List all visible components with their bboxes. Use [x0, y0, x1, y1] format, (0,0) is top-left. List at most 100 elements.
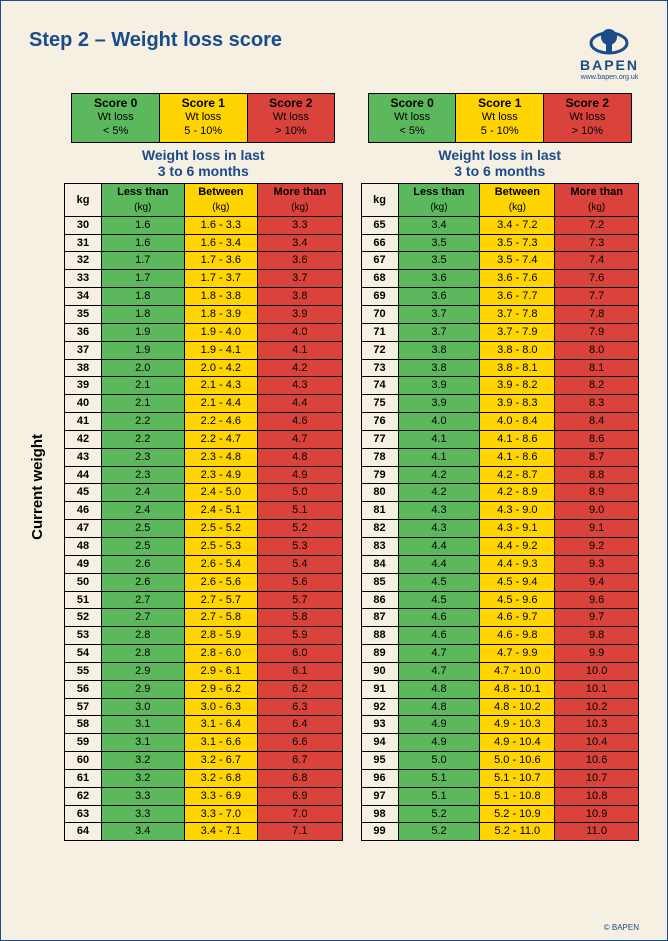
cell-between: 2.9 - 6.2	[184, 680, 258, 698]
table-row: 955.05.0 - 10.610.6	[361, 752, 639, 770]
cell-lessthan: 4.4	[398, 555, 480, 573]
cell-kg: 44	[65, 466, 102, 484]
cell-morethan: 6.7	[258, 752, 342, 770]
cell-between: 5.2 - 10.9	[480, 805, 555, 823]
score-cell: Score 1Wt loss5 - 10%	[160, 94, 248, 142]
cell-morethan: 7.3	[555, 234, 639, 252]
table-row: 814.34.3 - 9.09.0	[361, 502, 639, 520]
cell-lessthan: 4.9	[398, 716, 480, 734]
table-row: 311.61.6 - 3.43.4	[65, 234, 343, 252]
table-row: 975.15.1 - 10.810.8	[361, 787, 639, 805]
cell-lessthan: 2.6	[102, 555, 185, 573]
cell-between: 3.1 - 6.4	[184, 716, 258, 734]
cell-morethan: 4.1	[258, 341, 342, 359]
table-row: 874.64.6 - 9.79.7	[361, 609, 639, 627]
th-between: Between(kg)	[480, 184, 555, 217]
cell-between: 1.8 - 3.9	[184, 306, 258, 324]
cell-between: 2.5 - 5.2	[184, 520, 258, 538]
cell-kg: 93	[361, 716, 398, 734]
cell-between: 5.1 - 10.7	[480, 769, 555, 787]
weight-loss-table-right: kgLess than(kg)Between(kg)More than(kg)6…	[361, 183, 640, 841]
cell-kg: 52	[65, 609, 102, 627]
cell-between: 2.2 - 4.6	[184, 413, 258, 431]
cell-lessthan: 3.2	[102, 752, 185, 770]
cell-kg: 92	[361, 698, 398, 716]
cell-morethan: 4.8	[258, 448, 342, 466]
cell-kg: 64	[65, 823, 102, 841]
cell-lessthan: 3.3	[102, 787, 185, 805]
table-row: 663.53.5 - 7.37.3	[361, 234, 639, 252]
table-row: 603.23.2 - 6.76.7	[65, 752, 343, 770]
cell-kg: 45	[65, 484, 102, 502]
cell-morethan: 7.6	[555, 270, 639, 288]
cell-lessthan: 5.0	[398, 752, 480, 770]
subhead-right: Weight loss in last 3 to 6 months	[361, 147, 640, 181]
cell-lessthan: 1.9	[102, 323, 185, 341]
cell-kg: 96	[361, 769, 398, 787]
cell-kg: 58	[65, 716, 102, 734]
cell-between: 3.3 - 7.0	[184, 805, 258, 823]
cell-lessthan: 4.7	[398, 662, 480, 680]
cell-lessthan: 5.1	[398, 769, 480, 787]
table-row: 512.72.7 - 5.75.7	[65, 591, 343, 609]
cell-lessthan: 1.9	[102, 341, 185, 359]
cell-morethan: 5.8	[258, 609, 342, 627]
cell-morethan: 8.0	[555, 341, 639, 359]
cell-lessthan: 1.6	[102, 234, 185, 252]
cell-between: 3.7 - 7.8	[480, 306, 555, 324]
cell-morethan: 9.9	[555, 645, 639, 663]
right-column: Score 0Wt loss< 5%Score 1Wt loss5 - 10%S…	[361, 93, 640, 841]
table-row: 673.53.5 - 7.47.4	[361, 252, 639, 270]
cell-morethan: 6.0	[258, 645, 342, 663]
cell-lessthan: 2.2	[102, 413, 185, 431]
cell-kg: 38	[65, 359, 102, 377]
cell-between: 4.8 - 10.1	[480, 680, 555, 698]
cell-lessthan: 3.0	[102, 698, 185, 716]
cell-morethan: 10.1	[555, 680, 639, 698]
cell-lessthan: 1.6	[102, 216, 185, 234]
score-cell: Score 0Wt loss< 5%	[369, 94, 457, 142]
table-row: 683.63.6 - 7.67.6	[361, 270, 639, 288]
cell-morethan: 5.3	[258, 537, 342, 555]
cell-lessthan: 5.2	[398, 805, 480, 823]
th-lessthan: Less than(kg)	[102, 184, 185, 217]
th-kg: kg	[65, 184, 102, 217]
subhead-l1: Weight loss in last	[438, 147, 561, 163]
table-row: 422.22.2 - 4.74.7	[65, 430, 343, 448]
cell-morethan: 10.3	[555, 716, 639, 734]
cell-between: 4.2 - 8.7	[480, 466, 555, 484]
cell-kg: 60	[65, 752, 102, 770]
cell-morethan: 10.7	[555, 769, 639, 787]
table-row: 985.25.2 - 10.910.9	[361, 805, 639, 823]
cell-kg: 73	[361, 359, 398, 377]
table-row: 824.34.3 - 9.19.1	[361, 520, 639, 538]
cell-lessthan: 3.8	[398, 341, 480, 359]
cell-kg: 88	[361, 627, 398, 645]
cell-lessthan: 2.2	[102, 430, 185, 448]
table-row: 502.62.6 - 5.65.6	[65, 573, 343, 591]
cell-between: 4.8 - 10.2	[480, 698, 555, 716]
cell-lessthan: 1.7	[102, 270, 185, 288]
cell-lessthan: 1.7	[102, 252, 185, 270]
th-morethan: More than(kg)	[258, 184, 342, 217]
table-row: 371.91.9 - 4.14.1	[65, 341, 343, 359]
cell-kg: 82	[361, 520, 398, 538]
cell-between: 4.7 - 10.0	[480, 662, 555, 680]
cell-morethan: 5.6	[258, 573, 342, 591]
cell-kg: 85	[361, 573, 398, 591]
cell-kg: 68	[361, 270, 398, 288]
table-row: 904.74.7 - 10.010.0	[361, 662, 639, 680]
cell-morethan: 9.3	[555, 555, 639, 573]
th-morethan: More than(kg)	[555, 184, 639, 217]
cell-between: 5.0 - 10.6	[480, 752, 555, 770]
table-row: 361.91.9 - 4.04.0	[65, 323, 343, 341]
cell-lessthan: 3.2	[102, 769, 185, 787]
cell-lessthan: 4.7	[398, 645, 480, 663]
cell-morethan: 3.4	[258, 234, 342, 252]
cell-between: 4.1 - 8.6	[480, 430, 555, 448]
cell-between: 3.1 - 6.6	[184, 734, 258, 752]
cell-lessthan: 4.0	[398, 413, 480, 431]
cell-morethan: 10.8	[555, 787, 639, 805]
cell-lessthan: 4.1	[398, 430, 480, 448]
cell-lessthan: 3.1	[102, 734, 185, 752]
